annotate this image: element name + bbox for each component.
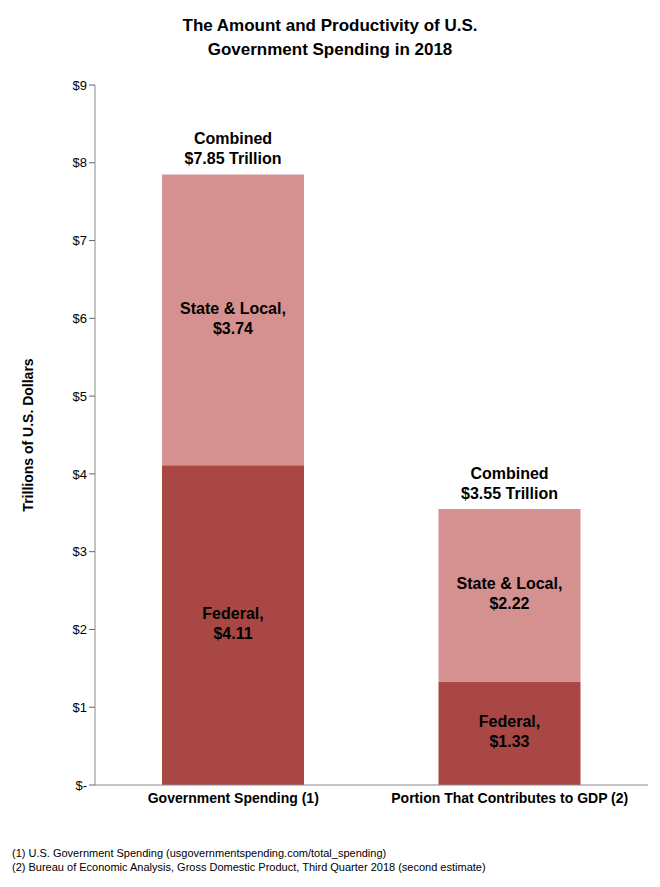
svg-text:Federal,$1.33: Federal,$1.33: [479, 713, 540, 750]
svg-text:$9: $9: [73, 78, 87, 93]
svg-text:Portion That Contributes to GD: Portion That Contributes to GDP (2): [391, 790, 628, 806]
html-text:The Amount and Productivity of: The Amount and Productivity of U.S. Gove…: [182, 16, 478, 59]
svg-text:$5: $5: [73, 389, 87, 404]
svg-text:$3: $3: [73, 544, 87, 559]
svg-text:$6: $6: [73, 311, 87, 326]
svg-text:$7: $7: [73, 233, 87, 248]
svg-text:State & Local,$3.74: State & Local,$3.74: [180, 300, 286, 337]
svg-text:State & Local,$2.22: State & Local,$2.22: [457, 575, 563, 612]
html-text:(2) Bureau of Economic Analysi: (2) Bureau of Economic Analysis, Gross D…: [12, 861, 486, 873]
svg-text:Government Spending (1): Government Spending (1): [148, 790, 319, 806]
svg-text:Combined$7.85 Trillion: Combined$7.85 Trillion: [185, 130, 282, 167]
svg-text:$1: $1: [73, 700, 87, 715]
svg-text:Combined$3.55 Trillion: Combined$3.55 Trillion: [461, 465, 558, 502]
svg-text:$2: $2: [73, 622, 87, 637]
html-text:(1) U.S. Government Spending (: (1) U.S. Government Spending (usgovernme…: [12, 847, 387, 859]
svg-text:$8: $8: [73, 155, 87, 170]
svg-text:$-: $-: [75, 778, 87, 793]
svg-text:Trillions of U.S. Dollars: Trillions of U.S. Dollars: [20, 358, 36, 511]
svg-text:$4: $4: [73, 467, 87, 482]
svg-text:Federal,$4.11: Federal,$4.11: [202, 605, 263, 642]
